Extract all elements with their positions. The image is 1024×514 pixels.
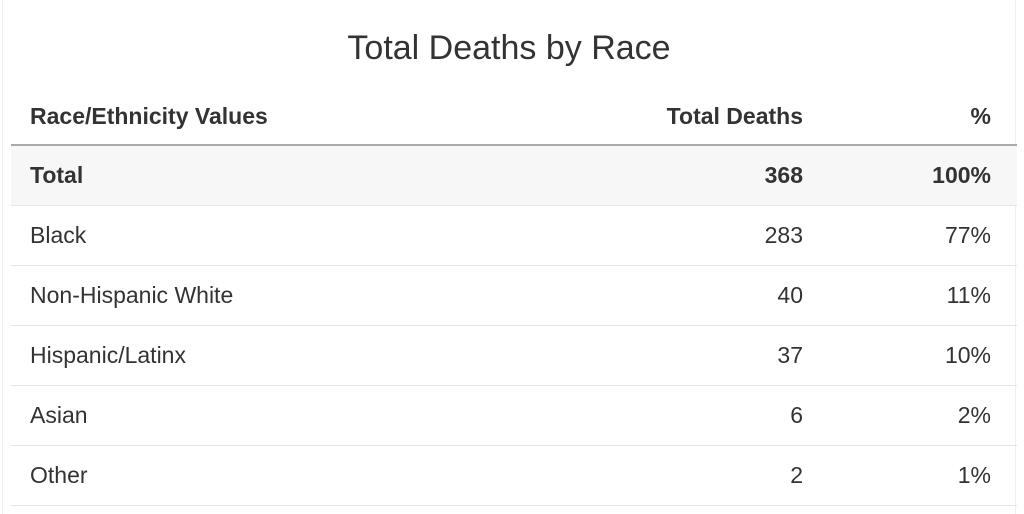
table-cell: 283 — [503, 205, 803, 266]
table-cell: 77% — [803, 205, 1017, 266]
table-cell: Black — [11, 205, 503, 266]
table-row: Black 283 77% — [11, 205, 1017, 266]
table-cell: Hispanic/Latinx — [11, 325, 503, 386]
column-header: Total Deaths — [503, 88, 803, 146]
table-cell: 368 — [503, 145, 803, 206]
column-header: % — [803, 88, 1017, 146]
header-row: Race/Ethnicity Values Total Deaths% — [11, 88, 1017, 146]
table-cell: 11% — [803, 265, 1017, 326]
table-row: Asian 6 2% — [11, 385, 1017, 446]
column-header: Race/Ethnicity Values — [11, 88, 503, 146]
table-cell: 100% — [803, 145, 1017, 206]
table-row: Non-Hispanic White 40 11% — [11, 265, 1017, 326]
table-cell: 10% — [803, 325, 1017, 386]
table-row: Hispanic/Latinx 37 10% — [11, 325, 1017, 386]
data-table: Race/Ethnicity Values Total Deaths% Total… — [11, 88, 1017, 506]
table-cell: 6 — [503, 385, 803, 446]
table-row: Total 368 100% — [11, 145, 1017, 206]
table-cell: 2% — [803, 385, 1017, 446]
table-cell: Asian — [11, 385, 503, 446]
table-cell: 37 — [503, 325, 803, 386]
table-cell: 1% — [803, 445, 1017, 506]
table-cell: Non-Hispanic White — [11, 265, 503, 326]
table-cell: 40 — [503, 265, 803, 326]
table-cell: Total — [11, 145, 503, 206]
table-cell: Other — [11, 445, 503, 506]
table-head: Race/Ethnicity Values Total Deaths% — [11, 88, 1017, 146]
table-title: Total Deaths by Race — [347, 29, 671, 67]
table-body: Total 368 100% Black 283 77% Non-Hispanic Whit… — [11, 145, 1017, 506]
table-row: Other 2 1% — [11, 445, 1017, 506]
table-cell: 2 — [503, 445, 803, 506]
